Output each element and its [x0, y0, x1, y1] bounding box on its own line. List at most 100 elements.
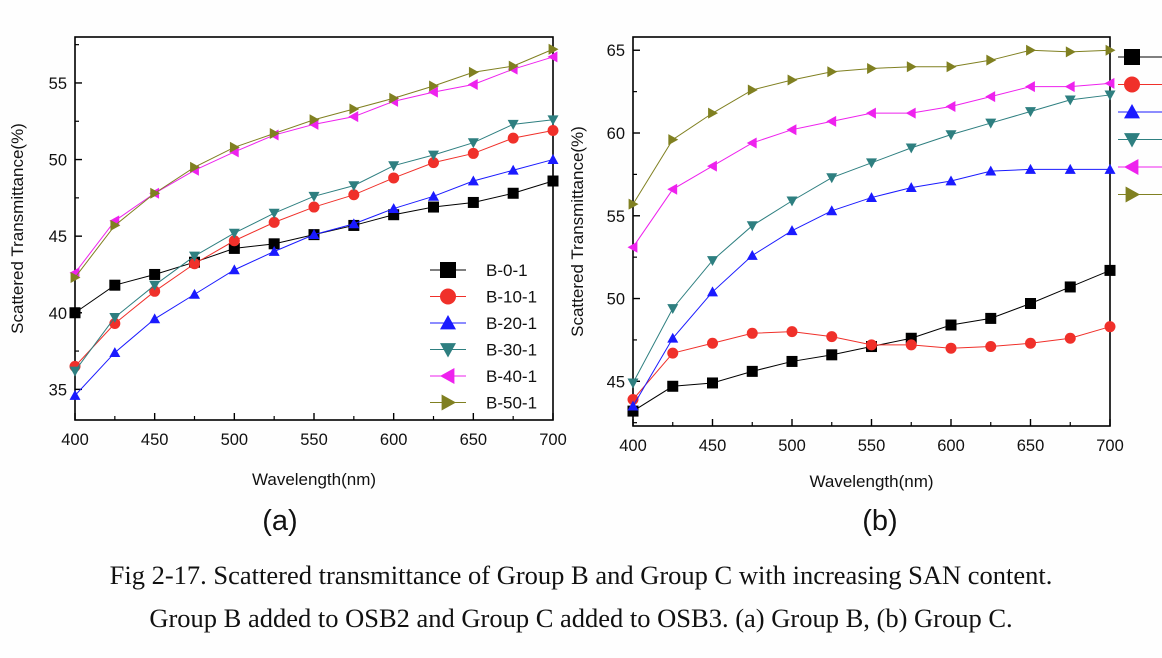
data-point [547, 175, 559, 187]
legend-label: B-30-1 [486, 341, 537, 360]
data-point [388, 172, 400, 184]
y-tick-label: 45 [607, 373, 625, 391]
data-point [507, 164, 519, 175]
data-point [1025, 298, 1036, 310]
data-point [109, 312, 121, 323]
x-tick-label: 600 [937, 437, 965, 455]
data-point [667, 347, 679, 359]
data-point [786, 355, 798, 367]
x-axis-a: 400 450 500 550 600 650 700 [61, 413, 567, 449]
legend-marker [1124, 76, 1140, 93]
data-point [905, 339, 917, 351]
data-point [986, 54, 997, 66]
x-axis-b: 400 450 500 550 600 650 700 [619, 419, 1124, 455]
data-point [1104, 77, 1115, 89]
legend-marker [1124, 133, 1140, 148]
legend-marker [1124, 49, 1140, 65]
data-point [309, 114, 320, 126]
data-point [627, 378, 639, 389]
data-point [109, 347, 121, 357]
data-point [786, 196, 798, 207]
data-point [1025, 337, 1036, 349]
x-tick-label: 700 [539, 431, 567, 449]
x-tick-label: 450 [141, 431, 169, 449]
data-point [149, 268, 161, 280]
data-point [667, 380, 679, 392]
data-point [1064, 95, 1076, 106]
data-point [1064, 332, 1076, 344]
data-point [428, 150, 439, 161]
data-point [268, 238, 280, 250]
data-point [388, 209, 400, 221]
data-point [149, 313, 161, 324]
data-point [149, 285, 161, 297]
data-point [349, 103, 360, 115]
data-point [467, 175, 479, 186]
data-point [707, 377, 718, 389]
legend-label: B-50-1 [486, 394, 537, 413]
y-tick-label: 55 [607, 208, 625, 226]
data-point [708, 107, 718, 119]
data-point [1026, 44, 1036, 56]
data-point [985, 118, 997, 129]
x-tick-label: 600 [380, 431, 408, 449]
data-point [905, 107, 916, 119]
data-point [348, 181, 360, 192]
data-point [667, 332, 679, 343]
data-point [428, 86, 438, 98]
legend-marker [1124, 159, 1139, 175]
data-point [707, 160, 717, 172]
data-point [787, 74, 798, 86]
data-point [746, 250, 758, 260]
data-point [308, 229, 320, 240]
data-point [348, 111, 359, 123]
data-point [268, 208, 280, 219]
data-point [348, 218, 360, 229]
y-tick-label: 55 [49, 75, 67, 93]
data-point [628, 198, 639, 210]
legend-label: B-0-1 [486, 261, 528, 280]
data-point [905, 143, 917, 154]
y-axis-b: 45 50 55 60 65 [607, 42, 640, 424]
data-point [746, 327, 758, 339]
x-tick-label: 650 [460, 431, 488, 449]
data-point [69, 366, 81, 377]
data-point [268, 245, 280, 256]
data-point [1065, 46, 1076, 58]
data-point [1064, 163, 1076, 174]
figure-caption-line-1: Fig 2-17. Scattered transmittance of Gro… [109, 560, 1053, 590]
data-point [826, 205, 838, 216]
data-point [667, 304, 679, 314]
data-point [428, 190, 439, 201]
data-point [308, 201, 320, 213]
data-point [547, 51, 558, 63]
data-point [826, 331, 838, 343]
y-tick-label: 65 [607, 42, 625, 60]
x-tick-label: 500 [221, 431, 249, 449]
y-axis-label: Scattered Transmittance(%) [568, 126, 587, 337]
y-tick-label: 35 [49, 381, 67, 399]
legend-marker [440, 368, 455, 384]
legend-marker [1125, 186, 1140, 203]
data-point [866, 158, 877, 169]
data-point [946, 61, 957, 73]
x-tick-label: 550 [858, 437, 886, 455]
data-point [1025, 81, 1035, 93]
x-tick-label: 450 [699, 437, 727, 455]
data-point [228, 264, 240, 275]
data-point [109, 279, 121, 291]
data-point [189, 288, 200, 299]
data-point [945, 319, 957, 331]
legend-marker [440, 262, 456, 278]
data-point [747, 84, 758, 96]
data-point [667, 183, 678, 195]
data-point [70, 272, 81, 284]
data-point [627, 405, 639, 417]
y-tick-label: 40 [49, 305, 67, 323]
data-point [627, 400, 639, 411]
data-point [1104, 90, 1116, 101]
data-point [707, 256, 718, 266]
panel-label: (b) [862, 505, 897, 537]
series-series-3 [627, 163, 1116, 411]
data-point [746, 137, 757, 149]
